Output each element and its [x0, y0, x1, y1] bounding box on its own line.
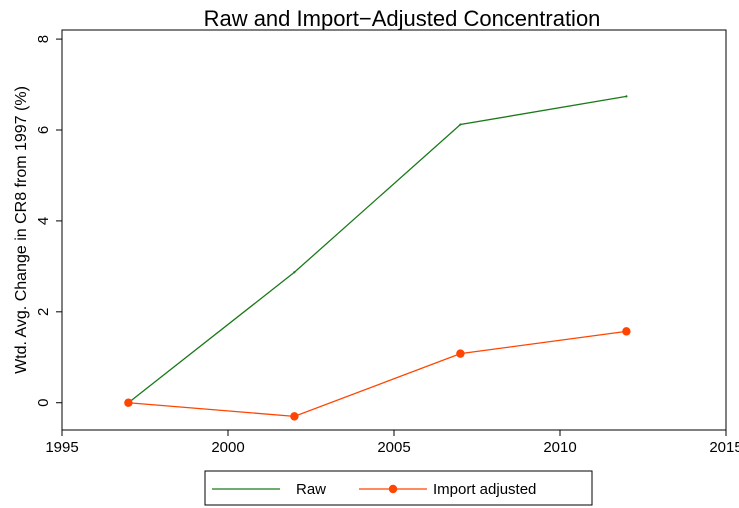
series-layer: [124, 95, 631, 421]
y-tick-label: 2: [35, 308, 52, 316]
x-axis: 1995 2000 2005 2010 2015: [45, 430, 739, 456]
x-tick-label: 2005: [377, 439, 410, 456]
data-point: [124, 398, 133, 407]
y-tick-label: 0: [35, 399, 52, 407]
y-axis-label: Wtd. Avg. Change in CR8 from 1997 (%): [13, 86, 30, 374]
data-point: [625, 95, 628, 98]
data-point: [459, 123, 462, 126]
data-point: [456, 349, 465, 358]
y-tick-label: 4: [35, 217, 52, 225]
chart-title: Raw and Import−Adjusted Concentration: [204, 6, 601, 31]
x-tick-label: 2010: [543, 439, 576, 456]
series-line-0: [127, 95, 627, 404]
x-tick-label: 2000: [211, 439, 244, 456]
data-point: [290, 412, 299, 421]
data-point: [293, 271, 296, 274]
legend-label: Raw: [296, 481, 326, 498]
legend-marker: [388, 484, 398, 494]
x-tick-label: 2015: [709, 439, 739, 456]
legend: Raw Import adjusted: [204, 470, 593, 506]
legend-box: [204, 470, 593, 506]
series-line-1: [128, 330, 627, 418]
legend-label: Import adjusted: [433, 481, 536, 498]
y-tick-label: 6: [35, 126, 52, 134]
x-tick-label: 1995: [45, 439, 78, 456]
y-tick-label: 8: [35, 35, 52, 43]
y-axis: 0 2 4 6 8: [35, 35, 62, 407]
plot-area: [61, 29, 727, 431]
data-point: [622, 327, 631, 336]
